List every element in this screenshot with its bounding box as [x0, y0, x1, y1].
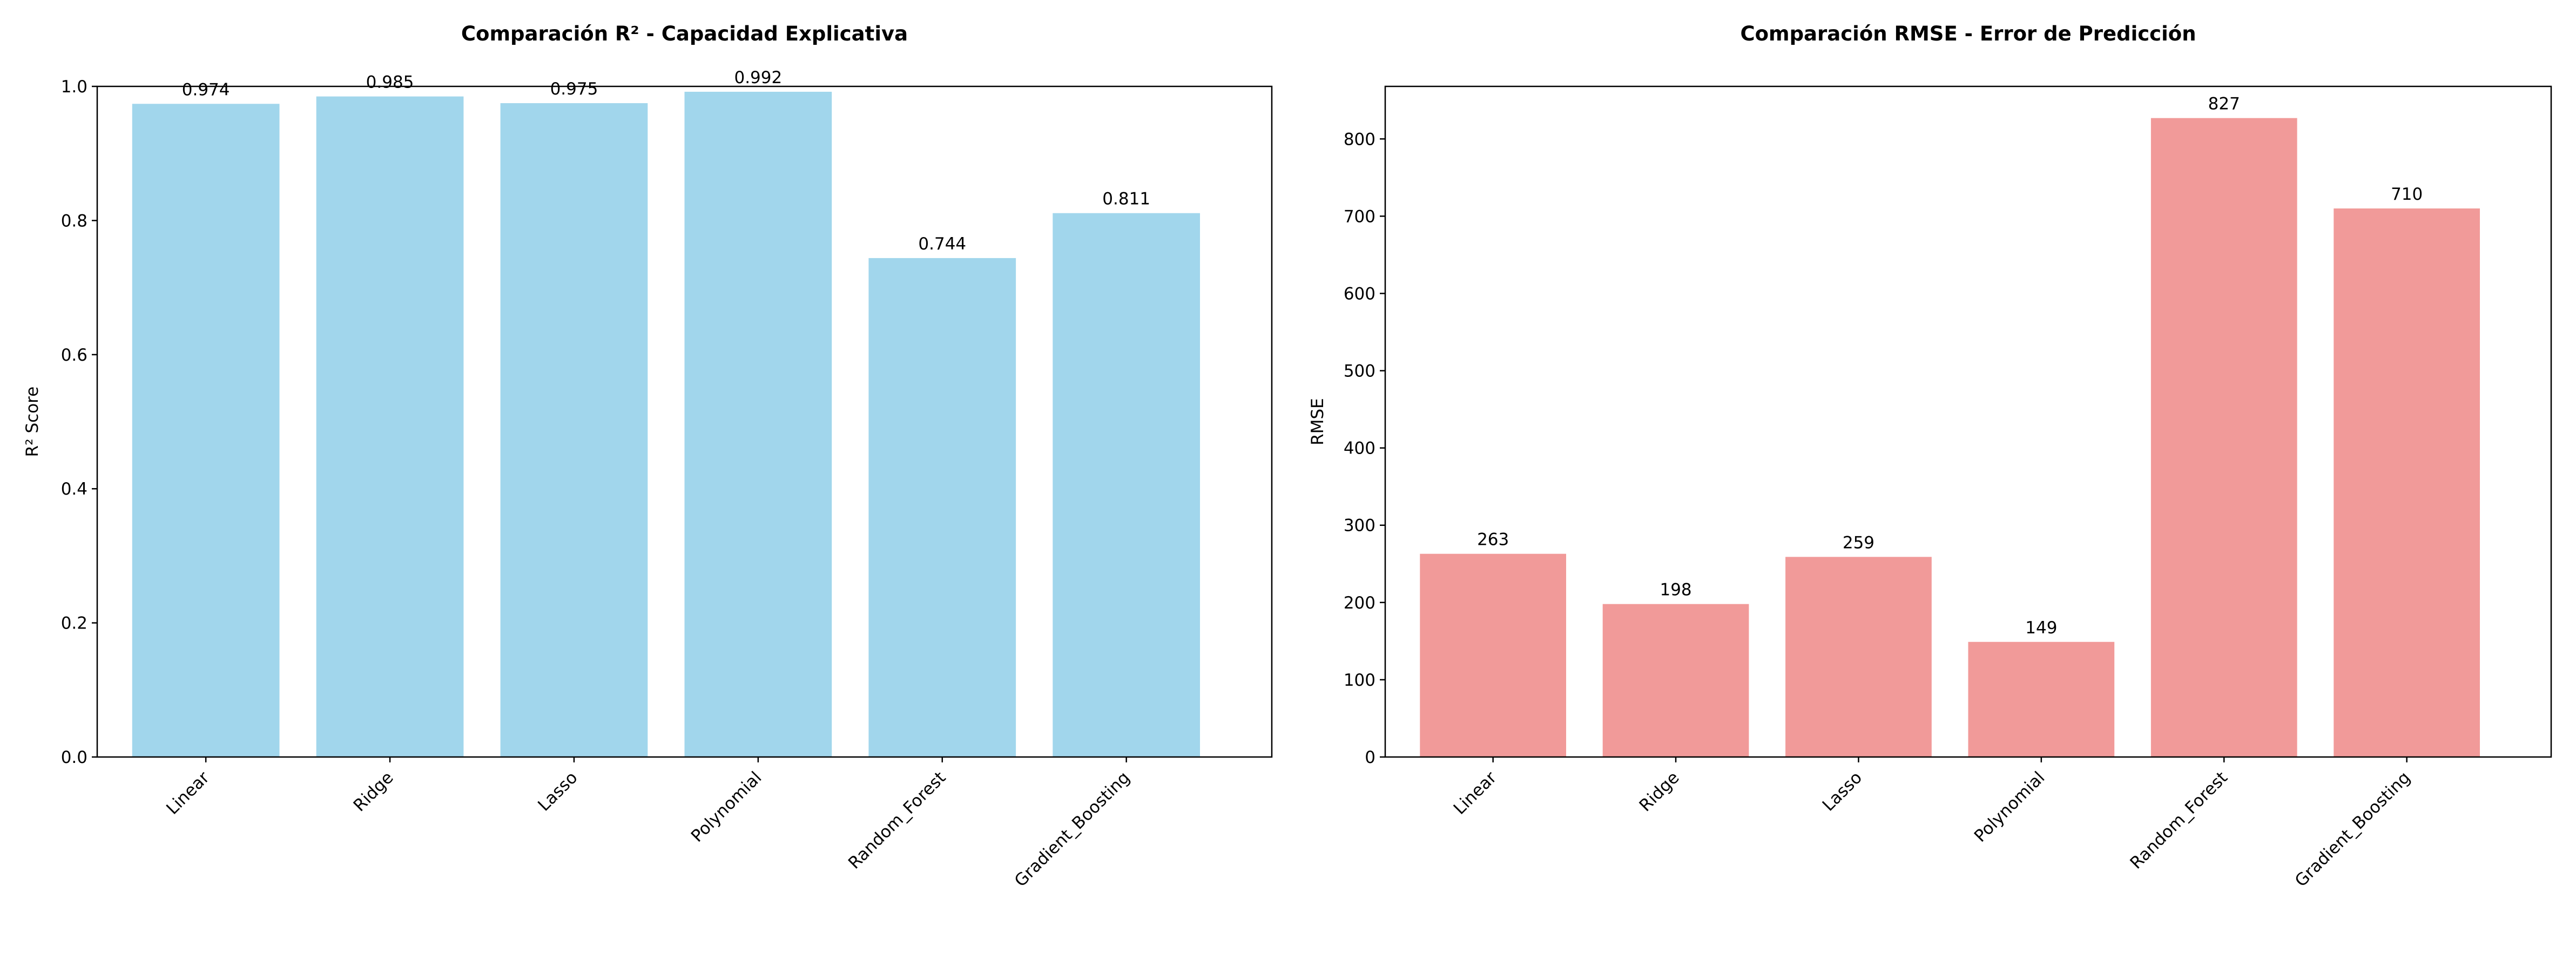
data-label: 259	[1843, 533, 1874, 552]
x-tick-label: Linear	[1450, 768, 1501, 819]
y-axis-label: R² Score	[23, 387, 42, 457]
data-label: 0.985	[366, 73, 414, 92]
y-tick-label: 0.8	[61, 211, 87, 231]
data-label: 263	[1477, 530, 1509, 550]
bar	[1053, 213, 1201, 757]
data-label: 0.992	[734, 68, 782, 87]
bar	[868, 258, 1016, 757]
bar	[2334, 208, 2480, 757]
data-label: 0.744	[918, 234, 966, 254]
y-tick-label: 200	[1344, 593, 1375, 613]
x-tick-label: Random_Forest	[845, 768, 949, 873]
y-tick-label: 0.0	[61, 748, 87, 767]
bar	[500, 103, 648, 757]
x-tick-label: Ridge	[350, 768, 397, 815]
y-tick-label: 600	[1344, 284, 1375, 303]
y-axis-label: RMSE	[1308, 398, 1327, 445]
x-tick-label: Ridge	[1636, 768, 1683, 815]
y-tick-label: 0	[1365, 748, 1375, 767]
r2-chart: 0.974 Linear 0.985 Ridge 0.975 Lasso 0.992 Poly…	[23, 22, 1273, 891]
y-tick-label: 0.2	[61, 614, 87, 633]
data-label: 0.974	[182, 80, 230, 99]
bar	[132, 104, 280, 758]
y-tick-label: 400	[1344, 439, 1375, 458]
y-tick-label: 800	[1344, 130, 1375, 149]
chart-title: Comparación R² - Capacidad Explicativa	[461, 22, 908, 45]
y-tick-label: 1.0	[61, 77, 87, 97]
x-tick-label: Polynomial	[1971, 768, 2049, 846]
y-tick-label: 0.6	[61, 346, 87, 365]
y-tick-label: 700	[1344, 207, 1375, 226]
y-tick-label: 500	[1344, 362, 1375, 381]
x-tick-label: Polynomial	[687, 768, 766, 846]
data-label: 0.811	[1102, 190, 1150, 209]
x-tick-label: Lasso	[1819, 768, 1866, 815]
y-tick-label: 0.4	[61, 479, 87, 499]
x-tick-label: Random_Forest	[2126, 768, 2231, 873]
bar	[2150, 118, 2297, 757]
data-label: 198	[1660, 580, 1691, 600]
data-label: 149	[2025, 618, 2057, 638]
bar	[316, 96, 464, 757]
bar	[1602, 604, 1749, 757]
x-tick-label: Gradient_Boosting	[2291, 768, 2415, 891]
x-tick-label: Lasso	[534, 768, 581, 815]
rmse-chart: 263 Linear 198 Ridge 259 Lasso 149 Polynomial 82…	[1308, 22, 2552, 891]
x-tick-label: Gradient_Boosting	[1011, 768, 1134, 891]
bar	[1968, 641, 2115, 757]
data-label: 710	[2391, 185, 2423, 204]
y-tick-label: 300	[1344, 516, 1375, 536]
bar	[684, 91, 832, 757]
y-tick-label: 100	[1344, 671, 1375, 690]
axes-frame	[96, 85, 1273, 758]
chart-title: Comparación RMSE - Error de Predicción	[1740, 22, 2196, 45]
x-tick-label: Linear	[163, 768, 213, 819]
data-label: 827	[2208, 94, 2240, 114]
data-label: 0.975	[550, 79, 598, 99]
bar	[1785, 557, 1932, 757]
axes-frame	[1384, 85, 2552, 758]
bar	[1420, 553, 1567, 757]
